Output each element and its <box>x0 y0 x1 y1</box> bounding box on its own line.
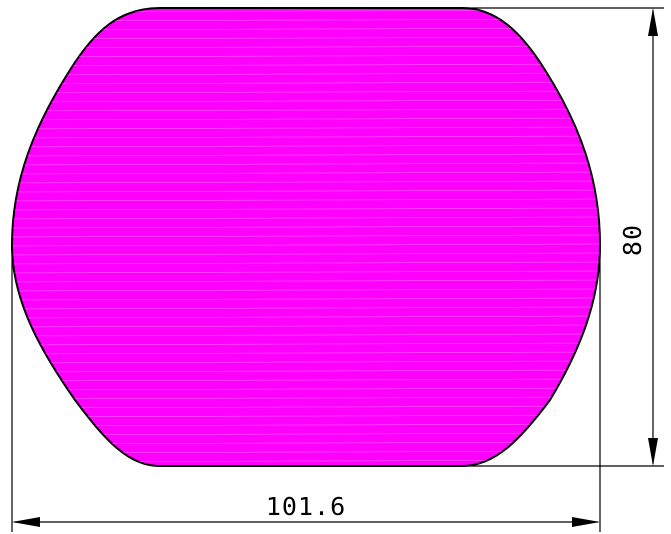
width-dimension-label: 101.6 <box>266 492 346 521</box>
hatch-line <box>12 135 600 139</box>
hatch-line <box>12 189 600 193</box>
width-arrow-left <box>12 517 40 527</box>
hatch-line <box>12 153 600 157</box>
hatch-line <box>12 324 600 328</box>
hatch-line <box>12 333 600 337</box>
height-arrow-top <box>648 8 658 36</box>
hatch-line <box>12 225 600 229</box>
hatch-line <box>12 414 600 418</box>
hatch-line <box>12 45 600 49</box>
height-arrow-bottom <box>648 438 658 466</box>
hatch-line <box>12 63 600 67</box>
hatch-line <box>12 36 600 40</box>
hatch-line <box>12 405 600 409</box>
hatch-line <box>12 396 600 400</box>
hatch-line <box>12 279 600 283</box>
hatch-line <box>12 243 600 247</box>
hatch-line <box>12 108 600 112</box>
hatch-line <box>12 423 600 427</box>
hatch-line <box>12 198 600 202</box>
height-dimension-label: 80 <box>618 224 647 256</box>
hatch-line <box>12 126 600 130</box>
hatch-line <box>12 351 600 355</box>
hatch-line <box>12 315 600 319</box>
hatch-line <box>12 306 600 310</box>
height-dimension: 80 <box>462 7 664 467</box>
hatch-line <box>12 207 600 211</box>
cross-section-shape <box>10 7 602 467</box>
fill-hatch-pattern <box>12 9 600 463</box>
hatch-line <box>12 387 600 391</box>
hatch-line <box>12 72 600 76</box>
hatch-line <box>12 270 600 274</box>
hatch-line <box>12 144 600 148</box>
hatch-line <box>12 162 600 166</box>
hatch-line <box>12 216 600 220</box>
hatch-line <box>12 81 600 85</box>
hatch-line <box>12 180 600 184</box>
width-arrow-right <box>572 517 600 527</box>
hatch-line <box>12 252 600 256</box>
hatch-line <box>12 171 600 175</box>
hatch-line <box>12 342 600 346</box>
hatch-line <box>12 54 600 58</box>
width-dimension: 101.6 <box>11 245 601 532</box>
hatch-line <box>12 261 600 265</box>
hatch-line <box>12 90 600 94</box>
hatch-line <box>12 297 600 301</box>
hatch-line <box>12 288 600 292</box>
hatch-line <box>12 99 600 103</box>
hatch-line <box>12 360 600 364</box>
hatch-line <box>12 369 600 373</box>
hatch-line <box>12 432 600 436</box>
hatch-line <box>12 378 600 382</box>
hatch-line <box>12 117 600 121</box>
hatch-line <box>12 234 600 238</box>
